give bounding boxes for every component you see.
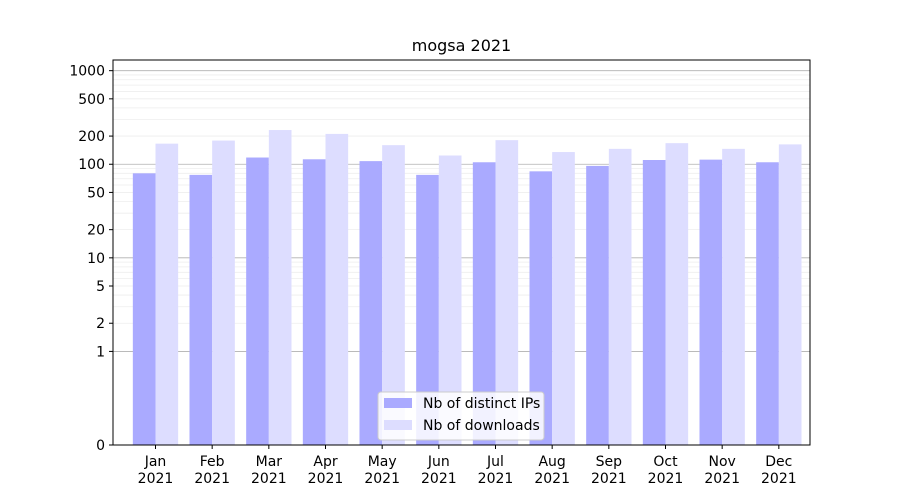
y-tick-label: 200 (78, 129, 105, 145)
bar-downloads (155, 143, 179, 445)
x-tick-label: Jul 2021 (478, 454, 514, 487)
bar-downloads (665, 143, 689, 445)
legend: Nb of distinct IPs Nb of downloads (377, 391, 545, 441)
x-tick-label: Dec 2021 (761, 454, 797, 487)
x-tick-label: Aug 2021 (534, 454, 570, 487)
bar-downloads (722, 148, 745, 445)
x-tick-label: Mar 2021 (251, 454, 287, 487)
bar-distinct-ips (416, 174, 439, 445)
y-tick-label: 100 (78, 157, 105, 173)
bar-distinct-ips (529, 171, 553, 445)
legend-label-downloads: Nb of downloads (423, 418, 540, 434)
bar-distinct-ips (189, 174, 213, 445)
bar-downloads (268, 130, 292, 445)
bar-downloads (495, 140, 519, 446)
bar-distinct-ips (699, 159, 723, 445)
x-tick-label: Jun 2021 (421, 454, 457, 487)
y-tick-label: 10 (87, 251, 105, 267)
bars (132, 130, 802, 446)
bar-downloads (382, 145, 405, 445)
y-tick-label: 5 (96, 279, 105, 295)
y-tick-label: 0 (96, 438, 105, 454)
x-tick-label: Nov 2021 (704, 454, 740, 487)
bar-downloads (325, 133, 349, 445)
y-tick-label: 1000 (69, 64, 105, 80)
x-tick-label: Jan 2021 (138, 454, 174, 487)
bar-distinct-ips (359, 161, 383, 445)
y-tick-label: 2 (96, 316, 105, 332)
chart-title: mogsa 2021 (412, 36, 511, 55)
x-axis: Jan 2021 Feb 2021 Mar 2021 Apr 2021 May 2021 Jun 20… (138, 445, 797, 487)
x-tick-label: Sep 2021 (591, 454, 627, 487)
bar-downloads (608, 148, 632, 445)
x-tick-label: Feb 2021 (194, 454, 230, 487)
legend-swatch-downloads (384, 420, 412, 430)
plot-frame (112, 59, 811, 446)
bar-distinct-ips (586, 165, 609, 445)
y-tick-label: 50 (87, 185, 105, 201)
y-tick-label: 20 (87, 223, 105, 239)
x-tick-label: Apr 2021 (308, 454, 344, 487)
bar-downloads (778, 144, 802, 445)
bar-downloads (212, 140, 235, 446)
x-tick-label: May 2021 (364, 454, 400, 487)
bar-distinct-ips (246, 157, 269, 445)
bar-downloads (438, 155, 462, 445)
legend-label-distinct-ips: Nb of distinct IPs (423, 396, 540, 412)
y-tick-label: 1 (96, 344, 105, 360)
legend-swatch-distinct-ips (384, 398, 412, 408)
legend-box (377, 391, 545, 441)
bar-distinct-ips (756, 162, 779, 446)
y-tick-label: 500 (78, 92, 105, 108)
y-axis: 0 1 2 5 10 20 50 100 200 500 1000 (69, 64, 113, 454)
x-tick-label: Oct 2021 (648, 454, 684, 487)
bar-distinct-ips (132, 173, 156, 445)
bar-distinct-ips (302, 159, 326, 446)
bar-distinct-ips (472, 162, 496, 446)
bar-distinct-ips (642, 160, 666, 445)
bar-downloads (552, 152, 575, 445)
